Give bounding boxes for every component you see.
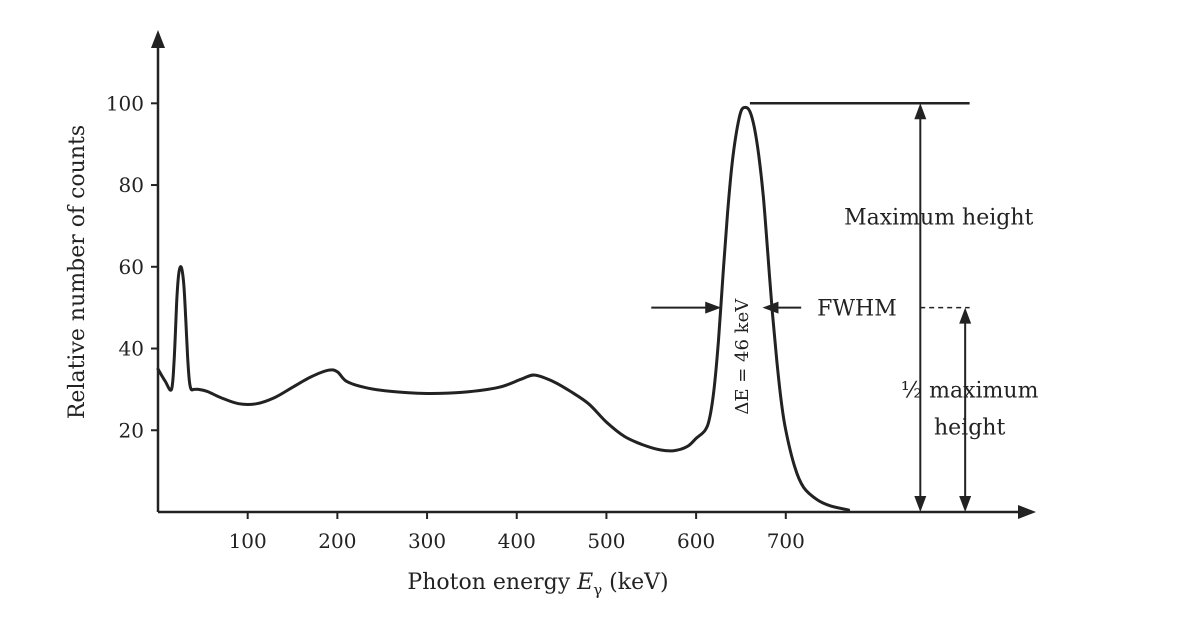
x-tick-label: 400 [498,529,536,553]
x-axis-title-text: Photon energy [407,570,570,595]
axes [151,30,1036,519]
x-tick-label: 200 [318,529,356,553]
delta-e-label: ΔE = 46 keV [732,298,753,415]
y-tick-label: 100 [106,91,144,115]
maximum-height-arrow-head-bottom [914,496,927,512]
x-axis-arrowhead [1018,505,1036,519]
y-tick-label: 40 [119,337,144,361]
x-axis-title-unit: (keV) [609,570,668,595]
spectrum-series-line [156,105,851,512]
y-tick-label: 20 [119,418,144,442]
half-maximum-label-line2: height [934,415,1005,440]
annotations: FWHM Maximum height ½ maximum height ΔE = 46… [651,102,1039,512]
x-axis-title-subscript: γ [593,581,602,599]
fwhm-label: FWHM [817,297,897,322]
fwhm-right-arrowhead [762,301,779,314]
maximum-height-arrow-head-top [914,103,927,120]
x-tick-label: 500 [587,529,625,553]
half-maximum-label-line1: ½ maximum [901,379,1039,404]
x-tick-label: 600 [677,529,715,553]
fwhm-left-arrowhead [705,301,722,314]
x-axis-title: Photon energy Eγ (keV) [407,570,668,601]
half-maximum-arrow-head-bottom [959,496,972,512]
x-tick-label: 100 [229,529,267,553]
x-ticks: 100 200 300 400 500 600 700 [229,512,805,553]
x-tick-label: 700 [767,529,805,553]
maximum-height-label: Maximum height [844,206,1033,231]
half-maximum-arrow-head-top [959,307,972,324]
x-tick-label: 300 [408,529,446,553]
y-tick-label: 80 [119,173,144,197]
y-axis-arrowhead [151,30,165,48]
y-ticks: 20 40 60 80 100 [106,91,158,442]
y-axis-title: Relative number of counts [65,125,90,419]
y-tick-label: 60 [119,255,144,279]
x-axis-title-symbol: E [576,570,593,595]
